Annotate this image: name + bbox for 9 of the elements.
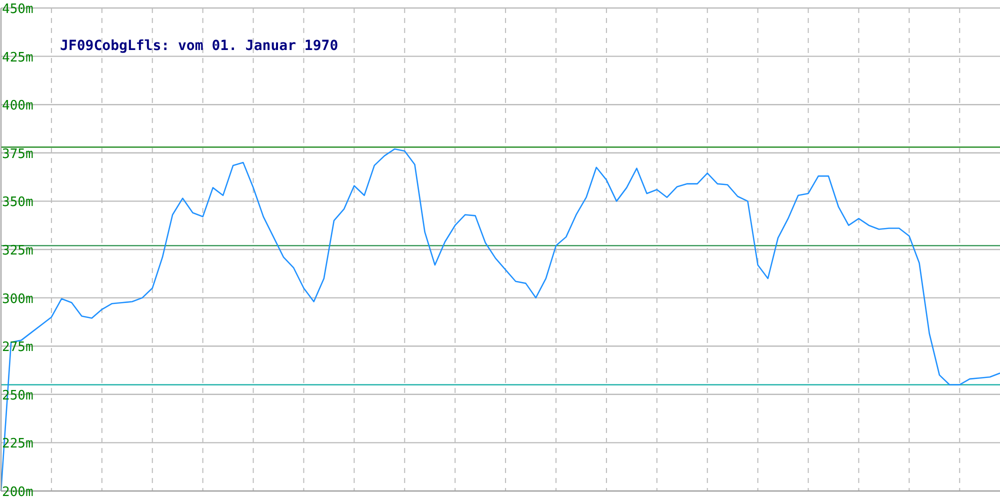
y-tick-label: 425m [2, 50, 34, 66]
text: JF09CobgLfls: vom 01. Januar 1970 [60, 38, 338, 54]
y-tick-label: 400m [2, 98, 34, 114]
y-tick-label: 450m [2, 2, 34, 17]
y-tick-label: 375m [2, 146, 34, 162]
y-tick-label: 200m [2, 485, 34, 500]
y-tick-label: 350m [2, 195, 34, 210]
y-tick-label: 300m [2, 292, 34, 307]
y-tick-label: 325m [2, 244, 34, 258]
